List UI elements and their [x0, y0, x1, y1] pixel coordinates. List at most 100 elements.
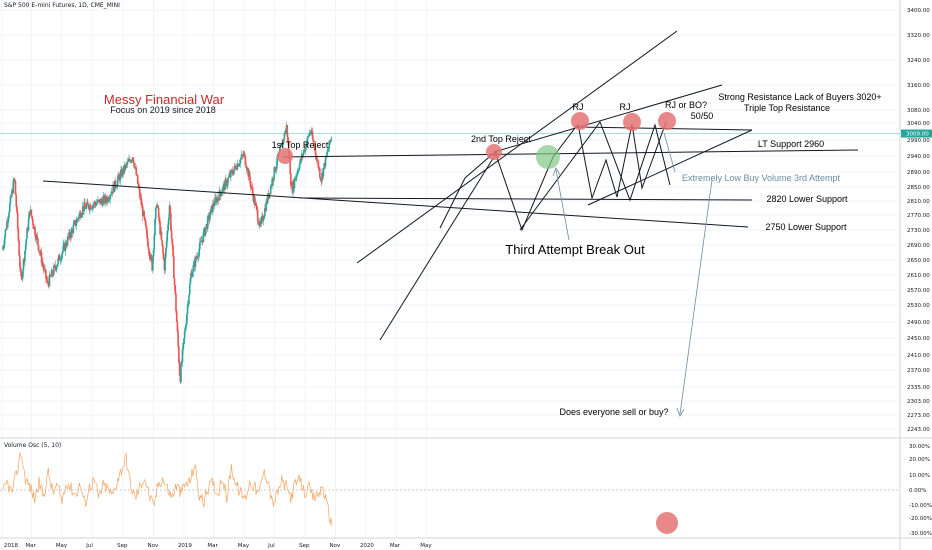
candle-body — [290, 174, 292, 186]
candle-body — [49, 274, 52, 277]
candle-body — [161, 240, 164, 246]
candle-body — [209, 209, 212, 216]
candle-body — [249, 179, 252, 187]
candle-body — [224, 179, 226, 190]
candle-body — [176, 321, 179, 332]
candle-body — [77, 218, 80, 220]
last-price-badge — [901, 129, 932, 138]
candle-body — [18, 241, 20, 256]
candle-body — [34, 226, 36, 236]
candle-body — [59, 259, 62, 261]
candle-body — [167, 217, 170, 225]
candle-body — [324, 156, 327, 167]
price-tick-label: 2730.00 — [907, 228, 930, 234]
candle-body — [143, 211, 145, 218]
time-tick-label: May — [56, 543, 68, 549]
candle-body — [36, 235, 38, 239]
candle-body — [274, 169, 277, 172]
candle-body — [213, 205, 216, 207]
time-tick-label: Nov — [329, 543, 340, 549]
candle-body — [37, 238, 39, 246]
candle-body — [48, 274, 51, 287]
candle-body — [4, 229, 7, 237]
candle-body — [306, 136, 309, 143]
candle-body — [3, 236, 6, 245]
candle-body — [6, 221, 8, 230]
time-tick-label: May — [238, 543, 250, 549]
candle-body — [308, 135, 310, 137]
price-tick-label: 2810.00 — [907, 199, 930, 205]
candle-body — [60, 259, 62, 261]
candle-body — [165, 240, 168, 249]
candle-body — [220, 193, 223, 196]
candle-body — [178, 346, 180, 363]
candle-body — [3, 244, 5, 248]
candle-body — [117, 174, 119, 181]
candle-body — [240, 154, 243, 158]
last-price-label: 3009.00 — [906, 132, 929, 138]
candle-body — [172, 245, 174, 257]
candle-body — [24, 250, 26, 262]
candle-body — [240, 157, 242, 160]
candle-body — [180, 361, 183, 364]
candle-body — [311, 131, 314, 139]
candle-body — [89, 205, 92, 210]
candle-body — [144, 220, 147, 226]
candle-body — [8, 203, 11, 213]
zigzag-wave-3 — [519, 120, 671, 231]
candle-body — [315, 154, 318, 160]
candle-body — [233, 169, 235, 175]
candle-body — [225, 179, 228, 186]
candle-body — [97, 199, 99, 203]
candle-body — [175, 311, 178, 322]
reject-marker-2 — [486, 144, 502, 160]
candle-body — [100, 199, 102, 204]
candle-body — [287, 142, 290, 154]
osc-tick-label: -30.00% — [909, 531, 932, 537]
candle-body — [26, 228, 28, 239]
candle-body — [158, 217, 161, 222]
candle-body — [16, 206, 18, 213]
candle-body — [222, 186, 224, 192]
candle-body — [145, 225, 148, 230]
symbol-label: S&P 500 E-mini Futures, 1D, CME_MINI — [4, 2, 120, 9]
price-tick-label: 2370.00 — [907, 368, 930, 374]
annotation-first-reject: 1st Top Reject — [272, 140, 329, 150]
candle-body — [184, 328, 187, 332]
time-tick-label: May — [420, 543, 432, 549]
candle-body — [295, 175, 298, 177]
candle-body — [152, 256, 154, 271]
candle-body — [153, 235, 156, 250]
annotation-arrows — [552, 132, 713, 417]
candle-body — [20, 271, 23, 278]
osc-tick-label: 20.00% — [909, 457, 930, 463]
candle-body — [75, 223, 78, 226]
price-tick-label: 2243.00 — [907, 427, 930, 433]
candle-body — [83, 202, 85, 212]
candle-body — [256, 206, 258, 211]
time-tick-label: 2018 — [4, 543, 18, 549]
candle-body — [167, 224, 169, 232]
candle-body — [241, 154, 244, 156]
candle-body — [330, 138, 333, 140]
candle-body — [285, 129, 287, 135]
candle-body — [326, 152, 328, 156]
candle-body — [108, 199, 111, 201]
candle-body — [2, 247, 5, 249]
candle-body — [11, 190, 13, 197]
candle-body — [60, 254, 63, 260]
price-tick-label: 2690.00 — [907, 243, 930, 249]
candle-body — [263, 215, 265, 219]
annotation-strong-resistance: Strong Resistance Lack of Buyers 3020+ — [718, 92, 881, 102]
candle-body — [227, 178, 229, 184]
time-tick-label: Sep — [117, 543, 128, 549]
candle-body — [295, 176, 297, 180]
candle-body — [45, 269, 47, 279]
triangle-bottom — [587, 129, 753, 206]
candle-body — [279, 145, 282, 147]
candle-body — [234, 165, 237, 167]
candle-body — [118, 174, 120, 177]
candle-body — [244, 155, 247, 165]
candle-body — [198, 249, 200, 257]
